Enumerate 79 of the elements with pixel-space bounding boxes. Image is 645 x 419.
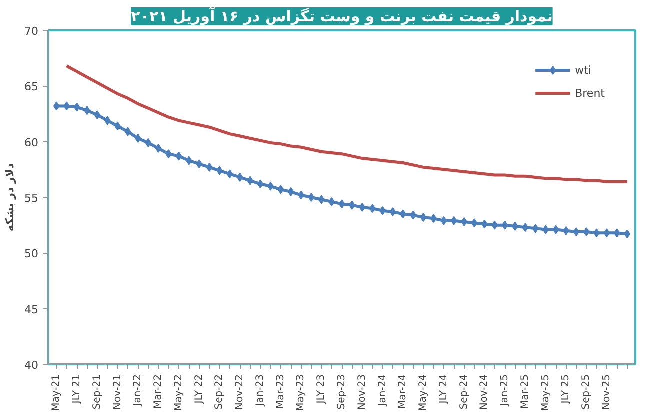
y-tick-label: 60 [24,136,39,150]
point [236,172,244,182]
point [186,156,192,166]
x-tick-label: May-23 [296,374,307,412]
point [226,170,234,179]
point [614,228,620,238]
x-tick-label: JLY 22 [194,374,205,405]
point [104,116,111,126]
point [410,210,417,220]
legend-label: Brent [575,86,605,100]
point [308,193,315,202]
y-tick-label: 50 [24,248,39,261]
point [440,216,448,226]
point [583,228,590,237]
point [400,210,406,219]
point [369,204,376,214]
point [522,223,529,232]
point [145,138,152,148]
point [155,144,162,154]
point [318,195,325,204]
point [359,203,366,212]
point [390,207,396,216]
x-tick-label: Jan-23 [254,374,266,408]
point [94,110,101,120]
x-tick-label: Nov-25 [601,374,612,410]
x-tick-label: Sep-22 [214,374,226,410]
point [604,228,610,238]
x-tick-label: Jan-24 [377,374,388,408]
point [420,213,427,222]
y-tick-label: 65 [24,80,39,94]
y-tick-label: 45 [24,303,39,316]
point [53,102,60,111]
x-tick-label: Sep-21 [92,374,103,410]
x-tick-label: JLY 21 [72,374,83,405]
y-axis-title: دلار در بشکه [4,163,17,232]
x-tick-label: Jan-22 [132,374,144,408]
point [288,187,294,196]
y-tick-label: 70 [24,25,39,38]
point [502,220,508,230]
x-tick-label: JLY 23 [316,374,328,405]
point [206,162,213,172]
x-tick-label: May-22 [173,374,184,412]
y-tick-label: 55 [24,192,39,205]
x-tick-label: Mar-25 [520,374,531,410]
x-tick-label: May-21 [51,374,62,412]
x-tick-label: Nov-23 [356,374,368,410]
x-tick-label: JLY 25 [560,374,572,405]
x-tick-label: May-25 [540,374,552,412]
point [176,152,182,161]
x-tick-label: Mar-22 [153,374,164,410]
x-tick-label: May-24 [418,374,430,412]
point [471,218,478,228]
point [492,220,498,230]
point [552,225,560,234]
x-tick-label: Sep-25 [581,374,592,410]
point [74,102,80,112]
point [124,127,132,136]
x-tick-label: Jan-25 [500,374,511,408]
point [532,224,539,234]
x-tick-label: Sep-24 [458,374,470,410]
x-tick-label: JLY 24 [438,374,450,405]
x-tick-label: Nov-22 [234,374,246,410]
x-tick-label: Mar-23 [275,374,286,410]
legend-label: wti [575,64,592,76]
y-tick-label: 40 [24,359,39,372]
point [278,185,284,194]
point [450,216,458,226]
chart-title: نمودار قیمت نفت برنت و وست تگزاس در ۱۶ آوریل ۲۰۲۱ [131,6,553,26]
x-tick-label: Mar-24 [398,374,409,410]
point [257,180,264,189]
point [338,200,346,209]
x-tick-label: Nov-24 [479,374,490,410]
line-series [65,64,629,184]
point [573,228,580,237]
point [624,230,631,239]
point [64,102,70,111]
x-tick-label: Nov-21 [112,374,124,410]
point [267,182,274,191]
x-tick-label: Sep-23 [336,374,348,410]
